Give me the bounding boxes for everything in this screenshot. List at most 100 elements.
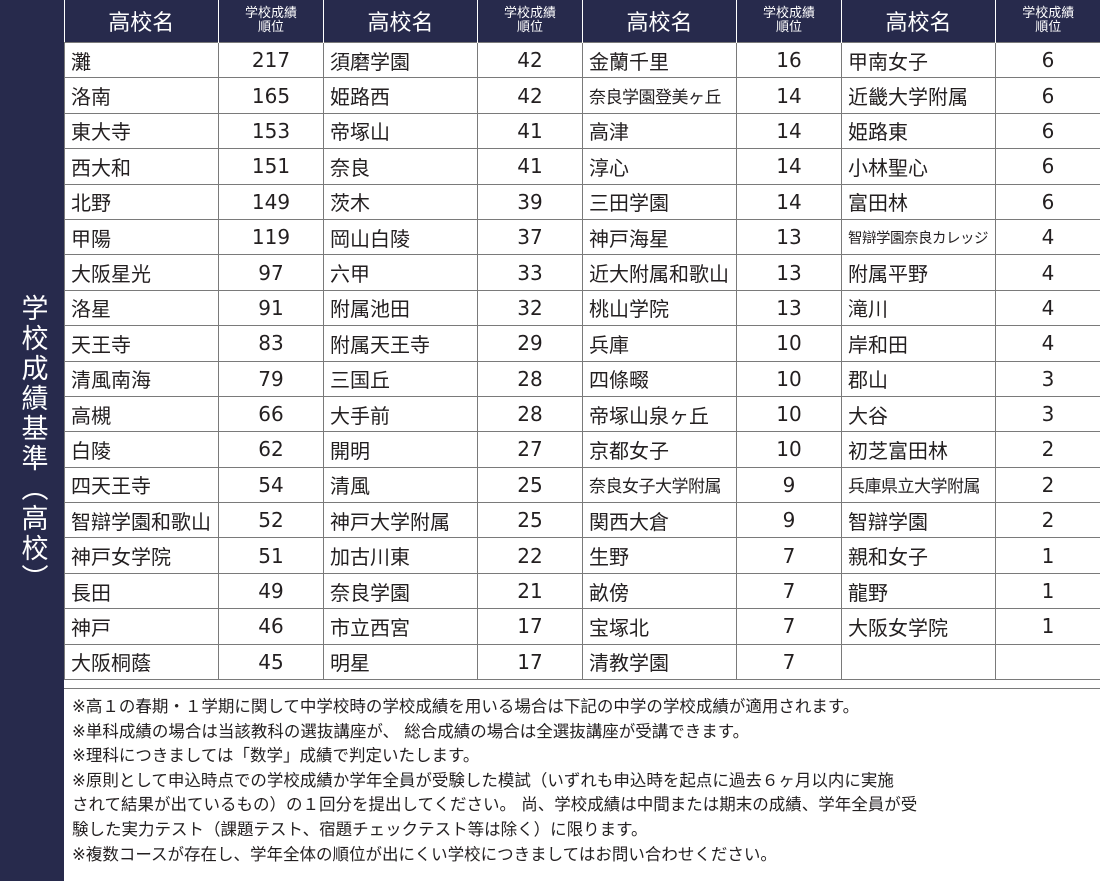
school-name-cell: 奈良学園登美ヶ丘 — [582, 77, 737, 114]
note-line: ※理科につきましては「数学」成績で判定いたします。 — [72, 746, 480, 766]
school-name-cell: 岡山白陵 — [323, 218, 478, 256]
school-rank-cell: 27 — [477, 431, 583, 468]
school-rank-cell: 62 — [218, 431, 324, 468]
school-name-cell: 兵庫県立大学附属 — [841, 466, 996, 504]
school-rank-cell: 45 — [218, 643, 324, 681]
header-rank: 学校成績 順位 — [736, 0, 842, 43]
school-name-cell: 洛星 — [64, 289, 219, 327]
table-body: 灘 217 須磨学園 42 金蘭千里 16 甲南女子 6 洛南 165 姫路西 42 奈良学園登美ヶ丘 1… — [64, 41, 1100, 681]
school-rank-cell: 7 — [736, 643, 842, 681]
school-rank-cell: 7 — [736, 572, 842, 610]
school-rank-cell: 41 — [477, 148, 583, 185]
school-rank-cell: 46 — [218, 608, 324, 645]
school-rank-cell: 6 — [995, 77, 1100, 114]
school-name-cell: 開明 — [323, 431, 478, 468]
school-rank-cell: 79 — [218, 360, 324, 397]
school-rank-cell: 33 — [477, 254, 583, 291]
school-rank-cell: 1 — [995, 608, 1100, 645]
school-name-cell: 姫路東 — [841, 112, 996, 150]
school-name-cell: 神戸大学附属 — [323, 502, 478, 539]
table-row: 四天王寺 54 清風 25 奈良女子大学附属 9 兵庫県立大学附属 2 — [64, 466, 1100, 504]
school-name-cell: 灘 — [64, 41, 219, 79]
school-rank-cell: 17 — [477, 608, 583, 645]
header-rank-line2: 順位 — [775, 20, 802, 35]
school-rank-cell: 165 — [218, 77, 324, 114]
table-row: 洛星 91 附属池田 32 桃山学院 13 滝川 4 — [64, 289, 1100, 327]
school-rank-cell: 2 — [995, 466, 1100, 504]
header-school-name: 高校名 — [323, 0, 478, 43]
school-rank-cell: 4 — [995, 289, 1100, 327]
school-rank-cell: 2 — [995, 431, 1100, 468]
school-rank-cell: 1 — [995, 572, 1100, 610]
school-rank-cell: 14 — [736, 112, 842, 150]
school-name-cell: 富田林 — [841, 183, 996, 220]
school-rank-cell: 42 — [477, 41, 583, 79]
school-name-cell: 宝塚北 — [582, 608, 737, 645]
school-name-cell: 大谷 — [841, 395, 996, 433]
school-name-cell: 生野 — [582, 537, 737, 574]
school-rank-cell: 54 — [218, 466, 324, 504]
table-row: 灘 217 須磨学園 42 金蘭千里 16 甲南女子 6 — [64, 41, 1100, 79]
school-name-cell: 甲南女子 — [841, 41, 996, 79]
header-school-name: 高校名 — [64, 0, 219, 43]
school-name-cell: 京都女子 — [582, 431, 737, 468]
school-rank-cell: 14 — [736, 77, 842, 114]
school-rank-cell: 10 — [736, 325, 842, 362]
school-rank-cell: 52 — [218, 502, 324, 539]
school-name-cell: 神戸海星 — [582, 218, 737, 256]
school-rank-cell: 3 — [995, 395, 1100, 433]
school-name-cell: 関西大倉 — [582, 502, 737, 539]
school-name-cell: 大阪女学院 — [841, 608, 996, 645]
school-rank-cell: 16 — [736, 41, 842, 79]
school-rank-cell: 97 — [218, 254, 324, 291]
school-name-cell: 畝傍 — [582, 572, 737, 610]
school-rank-cell: 39 — [477, 183, 583, 220]
school-rank-cell: 14 — [736, 183, 842, 220]
table-row: 神戸女学院 51 加古川東 22 生野 7 親和女子 1 — [64, 537, 1100, 574]
school-rank-cell: 3 — [995, 360, 1100, 397]
school-name-cell: 附属池田 — [323, 289, 478, 327]
header-rank-line2: 順位 — [1035, 20, 1062, 35]
school-rank-cell: 6 — [995, 183, 1100, 220]
school-rank-cell: 83 — [218, 325, 324, 362]
school-rank-cell: 153 — [218, 112, 324, 150]
school-name-cell: 須磨学園 — [323, 41, 478, 79]
school-rank-cell: 2 — [995, 502, 1100, 539]
header-rank-line1: 学校成績 — [1022, 6, 1075, 21]
note-line: 験した実力テスト（課題テスト、宿題チェックテスト等は除く）に限ります。 — [72, 819, 648, 839]
header-rank-line1: 学校成績 — [762, 6, 815, 21]
school-name-cell: 附属天王寺 — [323, 325, 478, 362]
header-rank: 学校成績 順位 — [995, 0, 1100, 43]
school-name-cell: 桃山学院 — [582, 289, 737, 327]
school-name-cell: 奈良学園 — [323, 572, 478, 610]
school-rank-cell: 13 — [736, 254, 842, 291]
school-rank-cell: 22 — [477, 537, 583, 574]
school-name-cell: 高槻 — [64, 395, 219, 433]
school-rank-cell: 91 — [218, 289, 324, 327]
school-rank-cell: 25 — [477, 466, 583, 504]
school-name-cell: 智辯学園和歌山 — [64, 502, 219, 539]
header-rank-line2: 順位 — [257, 20, 284, 35]
school-rank-cell: 32 — [477, 289, 583, 327]
school-name-cell: 大阪桐蔭 — [64, 643, 219, 681]
school-rank-cell: 4 — [995, 254, 1100, 291]
school-name-cell: 奈良女子大学附属 — [582, 466, 737, 504]
school-name-cell: 加古川東 — [323, 537, 478, 574]
school-ranking-table: 高校名 学校成績 順位 高校名 学校成績 順位 高校名 学校成績 順位 高校名 学校成… — [64, 0, 1100, 681]
school-rank-cell: 66 — [218, 395, 324, 433]
school-name-cell: 市立西宮 — [323, 608, 478, 645]
school-name-cell: 清教学園 — [582, 643, 737, 681]
table-row: 大阪星光 97 六甲 33 近大附属和歌山 13 附属平野 4 — [64, 254, 1100, 291]
school-name-cell: 神戸女学院 — [64, 537, 219, 574]
school-name-cell: 北野 — [64, 183, 219, 220]
school-name-cell: 三国丘 — [323, 360, 478, 397]
school-rank-cell: 9 — [736, 466, 842, 504]
school-name-cell: 六甲 — [323, 254, 478, 291]
school-rank-cell: 51 — [218, 537, 324, 574]
header-rank-line2: 順位 — [516, 20, 543, 35]
table-row: 大阪桐蔭 45 明星 17 清教学園 7 — [64, 643, 1100, 681]
table-row: 北野 149 茨木 39 三田学園 14 富田林 6 — [64, 183, 1100, 220]
school-name-cell: 三田学園 — [582, 183, 737, 220]
school-name-cell: 茨木 — [323, 183, 478, 220]
side-label: 学校成績基準（高校） — [16, 293, 48, 594]
